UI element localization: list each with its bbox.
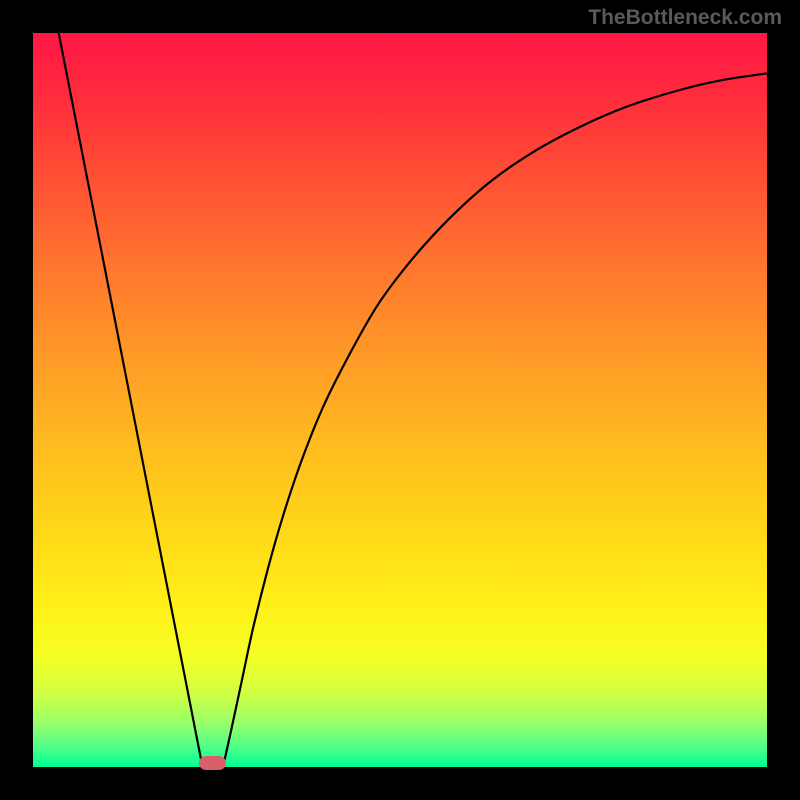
- curve-left-branch: [59, 33, 202, 763]
- optimum-marker: [199, 756, 226, 770]
- bottleneck-curve: [33, 33, 767, 767]
- watermark-text: TheBottleneck.com: [588, 6, 782, 30]
- curve-right-branch: [224, 73, 767, 763]
- plot-area: [33, 33, 767, 767]
